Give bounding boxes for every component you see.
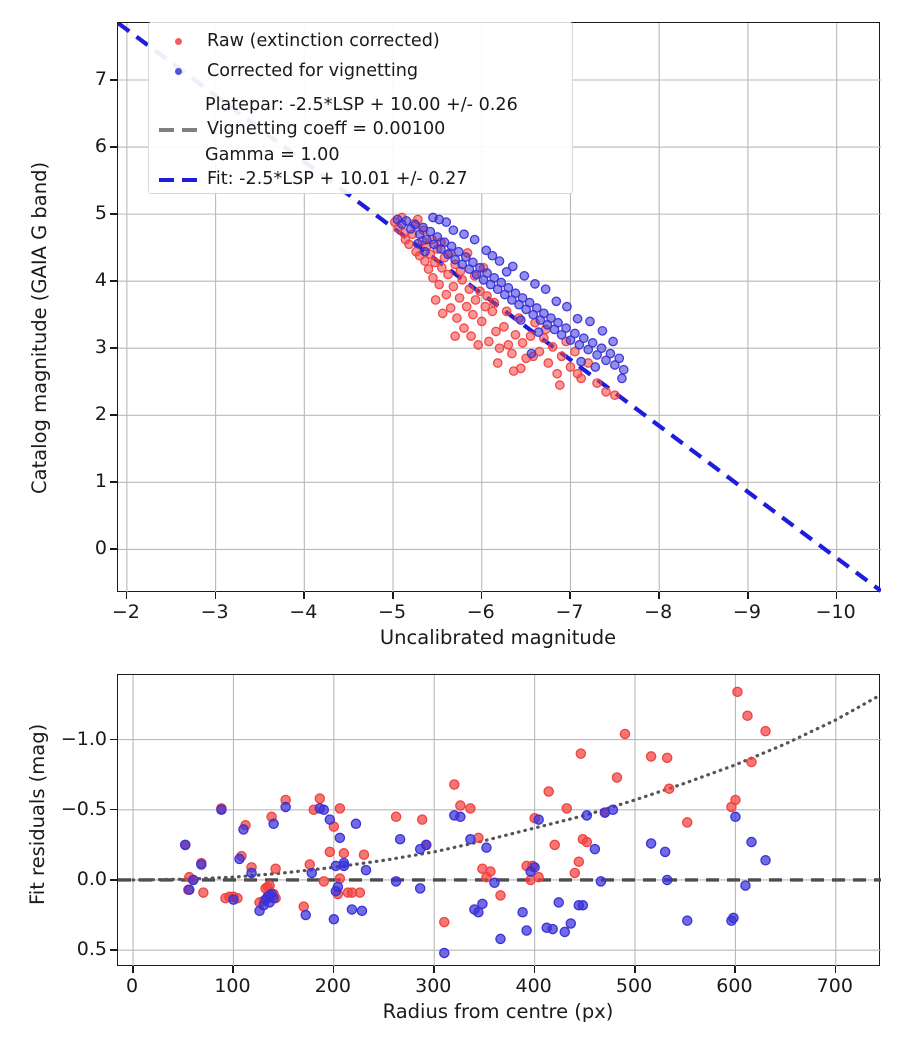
y-tick-mark (110, 808, 117, 811)
x-tick-label: −4 (289, 601, 318, 623)
legend-marker-icon (157, 31, 201, 51)
legend-dashed-line-icon (157, 169, 201, 189)
legend-dot-icon (175, 38, 182, 45)
legend-item[interactable]: Raw (extinction corrected) (157, 31, 440, 51)
x-tick-label: 400 (515, 975, 552, 997)
x-tick-mark (214, 592, 217, 599)
y-tick-mark (110, 414, 117, 416)
y-tick-label: 2 (94, 403, 107, 426)
calibration-x-axis-title: Uncalibrated magnitude (379, 626, 617, 649)
legend-label: Raw (extinction corrected) (207, 31, 440, 51)
y-tick-mark (110, 548, 117, 550)
x-tick-mark (834, 966, 837, 973)
legend-marker-icon (157, 61, 201, 81)
x-tick-mark (232, 966, 235, 973)
x-tick-label: −10 (815, 601, 856, 623)
y-tick-label: 0.0 (76, 867, 107, 890)
y-tick-mark (110, 738, 117, 741)
legend-note: Gamma = 1.00 (205, 145, 340, 165)
x-tick-label: 200 (314, 975, 351, 997)
y-tick-label: 4 (94, 269, 107, 292)
x-tick-mark (835, 592, 838, 599)
y-tick-label: −0.5 (60, 797, 107, 820)
residuals-plot-canvas (118, 675, 881, 967)
y-tick-mark (110, 146, 117, 148)
x-tick-label: 600 (716, 975, 753, 997)
calibration-y-axis-title: Catalog magnitude (GAIA G band) (28, 161, 51, 494)
x-tick-label: 500 (615, 975, 653, 997)
y-tick-label: 1 (94, 470, 107, 493)
x-tick-mark (533, 966, 536, 973)
y-tick-label: 7 (94, 68, 107, 90)
y-tick-mark (110, 280, 117, 282)
x-tick-label: −6 (466, 601, 495, 623)
x-tick-mark (303, 592, 305, 599)
y-tick-label: −1.0 (60, 727, 107, 750)
x-tick-label: 300 (415, 975, 452, 997)
x-tick-mark (658, 592, 660, 599)
y-tick-mark (110, 213, 117, 215)
x-tick-mark (125, 592, 128, 599)
x-tick-mark (433, 966, 435, 973)
y-tick-mark (110, 481, 117, 483)
x-tick-mark (569, 592, 572, 599)
y-tick-mark (110, 347, 117, 349)
x-tick-mark (132, 966, 134, 973)
fit-residuals-plot (117, 674, 881, 967)
x-tick-label: 0 (126, 975, 139, 997)
y-tick-label: 3 (94, 336, 107, 359)
legend-label: Fit: -2.5*LSP + 10.01 +/- 0.27 (207, 169, 468, 189)
x-tick-label: −7 (555, 601, 584, 623)
y-tick-label: 0 (94, 537, 107, 560)
legend-item[interactable]: Fit: -2.5*LSP + 10.01 +/- 0.27 (157, 169, 468, 189)
legend: Raw (extinction corrected) Corrected for … (148, 22, 573, 194)
legend-note: Platepar: -2.5*LSP + 10.00 +/- 0.26 (205, 95, 518, 115)
legend-label: Vignetting coeff = 0.00100 (207, 119, 446, 139)
x-tick-label: 700 (816, 975, 853, 997)
x-tick-mark (480, 592, 483, 599)
x-tick-mark (734, 966, 737, 973)
legend-label: Corrected for vignetting (207, 61, 419, 81)
x-tick-label: −9 (732, 601, 761, 623)
y-tick-label: 0.5 (76, 938, 107, 961)
legend-dot-icon (175, 68, 182, 75)
x-tick-label: 100 (214, 975, 251, 997)
legend-item[interactable]: Vignetting coeff = 0.00100 (157, 119, 445, 139)
dashed-line-icon (159, 178, 199, 182)
x-tick-mark (392, 592, 394, 599)
residuals-x-axis-title: Radius from centre (px) (382, 1000, 614, 1023)
y-tick-label: 5 (94, 202, 107, 225)
x-tick-label: −3 (200, 601, 229, 623)
dashed-line-icon (159, 128, 199, 132)
residuals-y-axis-title: Fit residuals (mag) (26, 723, 49, 905)
x-tick-mark (634, 966, 636, 973)
x-tick-label: −2 (111, 601, 140, 623)
legend-item[interactable]: Corrected for vignetting (157, 61, 418, 81)
x-tick-mark (332, 966, 335, 973)
y-tick-mark (110, 949, 117, 951)
y-tick-mark (110, 878, 117, 881)
x-tick-mark (746, 592, 749, 599)
legend-dashed-line-icon (157, 119, 201, 139)
y-tick-mark (110, 79, 117, 81)
calibration-plot-canvas (118, 23, 881, 593)
x-tick-label: −8 (644, 601, 673, 623)
x-tick-label: −5 (378, 601, 407, 623)
y-tick-label: 6 (94, 135, 107, 158)
